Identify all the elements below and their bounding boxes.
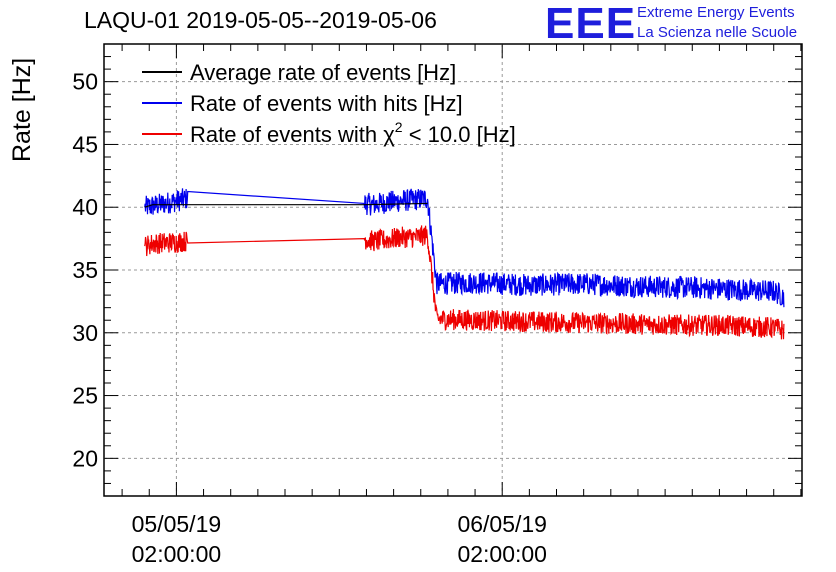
x-tick-label-time: 02:00:00 [132,541,222,567]
chart-title: LAQU-01 2019-05-05--2019-05-06 [84,7,437,33]
x-tick-label-date: 06/05/19 [457,511,547,537]
series-line-1 [144,202,428,208]
y-tick-label: 35 [72,257,98,283]
y-tick-label: 25 [72,383,98,409]
x-tick-label-date: 05/05/19 [132,511,222,537]
y-tick-label: 20 [72,445,98,471]
x-tick-label-time: 02:00:00 [457,541,547,567]
y-tick-label: 30 [72,320,98,346]
y-tick-label: 45 [72,131,98,157]
logo-line-2: La Scienza nelle Scuole [637,24,798,41]
legend-label-1: Average rate of events [Hz] [190,60,456,85]
logo-line-1: Extreme Energy Events [637,4,795,21]
y-tick-label: 50 [72,69,98,95]
legend-label-3: Rate of events with χ2 < 10.0 [Hz] [190,119,516,147]
eee-logo: EEE [545,0,637,48]
y-tick-label: 40 [72,194,98,220]
series-line-2 [144,188,785,308]
legend-label-2: Rate of events with hits [Hz] [190,91,463,116]
series-line-3 [144,225,785,340]
